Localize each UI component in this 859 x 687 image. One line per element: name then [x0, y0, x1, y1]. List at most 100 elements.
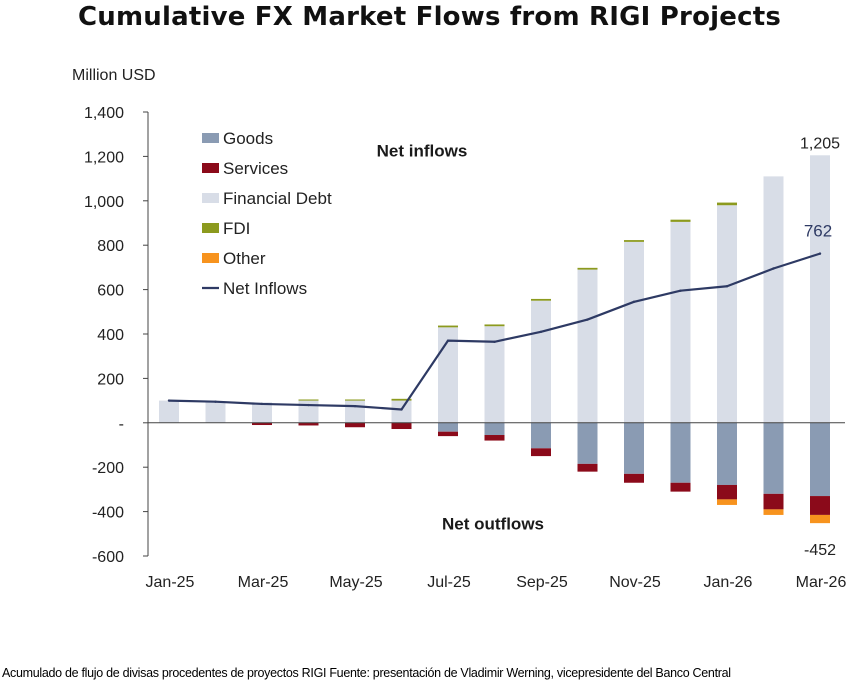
annotation--452: -452 — [804, 542, 836, 559]
bar-financial-debt-jun-25 — [391, 400, 412, 423]
legend-swatch-financial-debt — [202, 193, 219, 203]
bar-goods-sep-25 — [531, 422, 551, 449]
net-inflows-point — [818, 252, 822, 255]
bar-goods-aug-25 — [484, 422, 505, 436]
y-tick-label: 800 — [97, 238, 124, 255]
bar-financial-debt-feb-26 — [763, 176, 784, 423]
bar-services-jan-26 — [717, 484, 737, 500]
net-inflows-point — [493, 340, 496, 343]
axes-group: -600-400-200-2004006008001,0001,2001,400… — [84, 105, 846, 591]
y-tick-label: - — [119, 416, 124, 433]
legend: Goods Services Financial Debt FDI Other Net I… — [202, 129, 332, 298]
bar-services-may-25 — [345, 422, 365, 428]
bar-services-feb-26 — [763, 493, 784, 510]
y-tick-label: -400 — [92, 505, 124, 522]
legend-swatch-goods — [202, 133, 219, 143]
net-inflows-line-group — [167, 252, 822, 411]
bar-financial-debt-dec-25 — [670, 221, 691, 423]
bar-fdi-may-25 — [345, 399, 365, 401]
net-inflows-point — [400, 408, 403, 411]
y-tick-label: 1,400 — [84, 105, 124, 122]
bar-goods-dec-25 — [670, 422, 691, 483]
y-tick-label: -600 — [92, 549, 124, 566]
bar-financial-debt-mar-25 — [252, 402, 272, 423]
bar-financial-debt-oct-25 — [577, 269, 598, 423]
legend-label-fdi: FDI — [223, 219, 250, 238]
annotation-762: 762 — [804, 222, 832, 241]
net-inflows-point — [539, 330, 543, 333]
bar-financial-debt-feb-25 — [205, 401, 226, 423]
bar-goods-jul-25 — [438, 422, 458, 432]
bar-fdi-sep-25 — [531, 298, 551, 301]
net-inflows-point — [586, 318, 589, 321]
bar-fdi-nov-25 — [624, 240, 644, 242]
x-tick-label: Mar-26 — [796, 574, 847, 591]
bar-financial-debt-may-25 — [345, 400, 365, 423]
x-tick-label: Jan-26 — [704, 574, 753, 591]
legend-swatch-other — [202, 253, 219, 263]
chart-title: Cumulative FX Market Flows from RIGI Pro… — [77, 2, 781, 32]
bar-services-oct-25 — [577, 463, 598, 472]
net-inflows-point — [772, 267, 775, 270]
bar-services-sep-25 — [531, 448, 551, 457]
bar-fdi-oct-25 — [577, 267, 598, 270]
bar-fdi-aug-25 — [484, 324, 505, 327]
bar-financial-debt-mar-26 — [810, 155, 830, 423]
legend-label-net-inflows: Net Inflows — [223, 279, 307, 298]
bar-fdi-dec-25 — [670, 219, 691, 222]
y-tick-label: -200 — [92, 460, 124, 477]
net-inflows-point — [260, 402, 264, 406]
y-axis-label: Million USD — [72, 67, 156, 84]
net-inflows-point — [679, 289, 682, 292]
legend-label-goods: Goods — [223, 129, 273, 148]
x-tick-label: May-25 — [329, 574, 382, 591]
bar-financial-debt-aug-25 — [484, 326, 505, 423]
x-tick-label: Jan-25 — [146, 574, 195, 591]
x-tick-label: Sep-25 — [516, 574, 568, 591]
bar-fdi-jun-25 — [391, 398, 412, 401]
bar-services-dec-25 — [670, 482, 691, 492]
bar-services-nov-25 — [624, 473, 644, 483]
bar-other-jan-26 — [717, 499, 737, 505]
y-tick-label: 1,200 — [84, 149, 124, 166]
net-inflows-point — [307, 403, 310, 407]
bar-services-aug-25 — [484, 435, 505, 441]
net-inflows-point — [167, 399, 171, 402]
net-inflows-point — [446, 339, 450, 342]
bar-financial-debt-nov-25 — [624, 241, 644, 423]
bar-goods-nov-25 — [624, 422, 644, 474]
bars-group — [159, 155, 830, 524]
bar-other-mar-26 — [810, 514, 830, 524]
bar-fdi-apr-25 — [298, 399, 319, 401]
y-tick-label: 200 — [97, 371, 124, 388]
chart-svg: Million USD -600-400-200-2004006008001,0… — [72, 67, 846, 591]
bar-financial-debt-jan-26 — [717, 205, 737, 423]
bar-services-jun-25 — [391, 422, 412, 430]
annotation-net-outflows: Net outflows — [442, 514, 544, 533]
y-tick-label: 400 — [97, 327, 124, 344]
bar-services-mar-25 — [252, 422, 272, 426]
annotation-1205: 1,205 — [800, 135, 840, 152]
bar-services-apr-25 — [298, 422, 319, 426]
x-tick-label: Mar-25 — [238, 574, 289, 591]
bar-services-jul-25 — [438, 431, 458, 437]
legend-swatch-fdi — [202, 223, 219, 233]
bar-fdi-jul-25 — [438, 325, 458, 328]
bar-other-feb-26 — [763, 509, 784, 515]
bar-financial-debt-sep-25 — [531, 300, 551, 423]
bar-services-mar-26 — [810, 496, 830, 515]
y-tick-label: 1,000 — [84, 194, 124, 211]
bar-goods-jan-26 — [717, 422, 737, 485]
net-inflows-point — [632, 300, 636, 304]
bar-goods-feb-26 — [763, 422, 784, 494]
annotation-net-inflows: Net inflows — [377, 141, 468, 160]
annotations-group: Net inflows Net outflows 1,205 762 -452 — [377, 135, 840, 559]
x-tick-label: Nov-25 — [609, 574, 661, 591]
bar-financial-debt-jul-25 — [438, 327, 458, 423]
net-inflows-point — [725, 285, 729, 288]
bar-fdi-jan-26 — [717, 202, 737, 206]
net-inflows-point — [353, 404, 357, 408]
legend-label-services: Services — [223, 159, 288, 178]
bar-financial-debt-jan-25 — [159, 400, 179, 423]
bar-goods-mar-26 — [810, 422, 830, 497]
